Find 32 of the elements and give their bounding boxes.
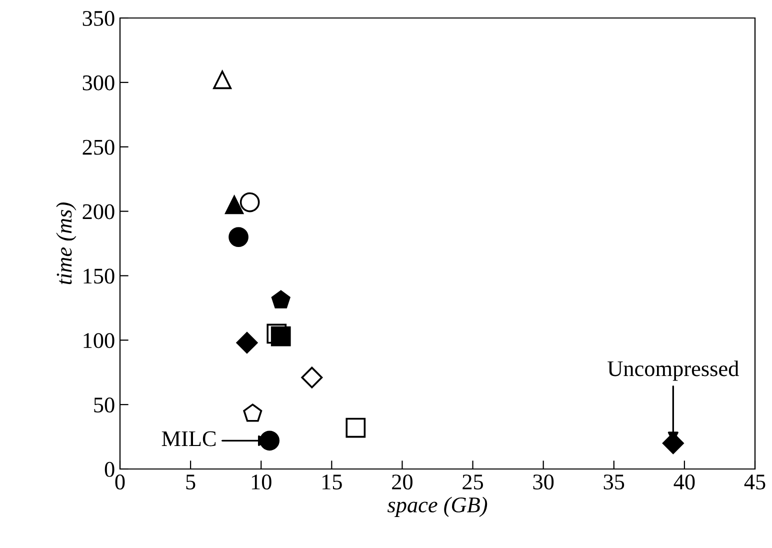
y-tick-label: 300 <box>82 75 114 90</box>
point <box>240 192 260 212</box>
point <box>213 70 232 90</box>
x-tick-label: 45 <box>744 474 766 490</box>
x-tick-label: 35 <box>604 474 624 490</box>
point <box>243 404 262 422</box>
x-tick-label: 10 <box>252 474 272 490</box>
point <box>228 227 248 247</box>
point <box>346 418 366 438</box>
annotation: MILC <box>162 431 216 446</box>
y-tick-label: 250 <box>82 140 114 155</box>
y-axis-title: time (ms) <box>56 202 76 284</box>
annotation: Uncompressed <box>608 360 739 381</box>
y-tick-label: 350 <box>82 10 114 26</box>
point <box>271 290 290 308</box>
x-tick-label: 20 <box>392 474 412 490</box>
x-tick-label: 40 <box>674 474 695 490</box>
x-tick-label: 30 <box>533 474 554 490</box>
point <box>236 332 258 354</box>
y-tick-label: 0 <box>104 462 114 477</box>
y-tick-label: 50 <box>94 398 114 412</box>
x-axis-title: space (GB) <box>387 496 488 517</box>
y-tick-label: 100 <box>84 333 114 348</box>
point <box>301 366 323 388</box>
x-tick-label: 0 <box>115 474 125 490</box>
x-tick-label: 25 <box>462 474 484 490</box>
point <box>270 326 291 346</box>
y-tick-label: 200 <box>82 204 114 220</box>
point <box>225 196 244 214</box>
y-tick-label: 150 <box>84 268 114 284</box>
x-tick-label: 5 <box>186 474 196 490</box>
x-tick-label: 15 <box>322 474 342 490</box>
